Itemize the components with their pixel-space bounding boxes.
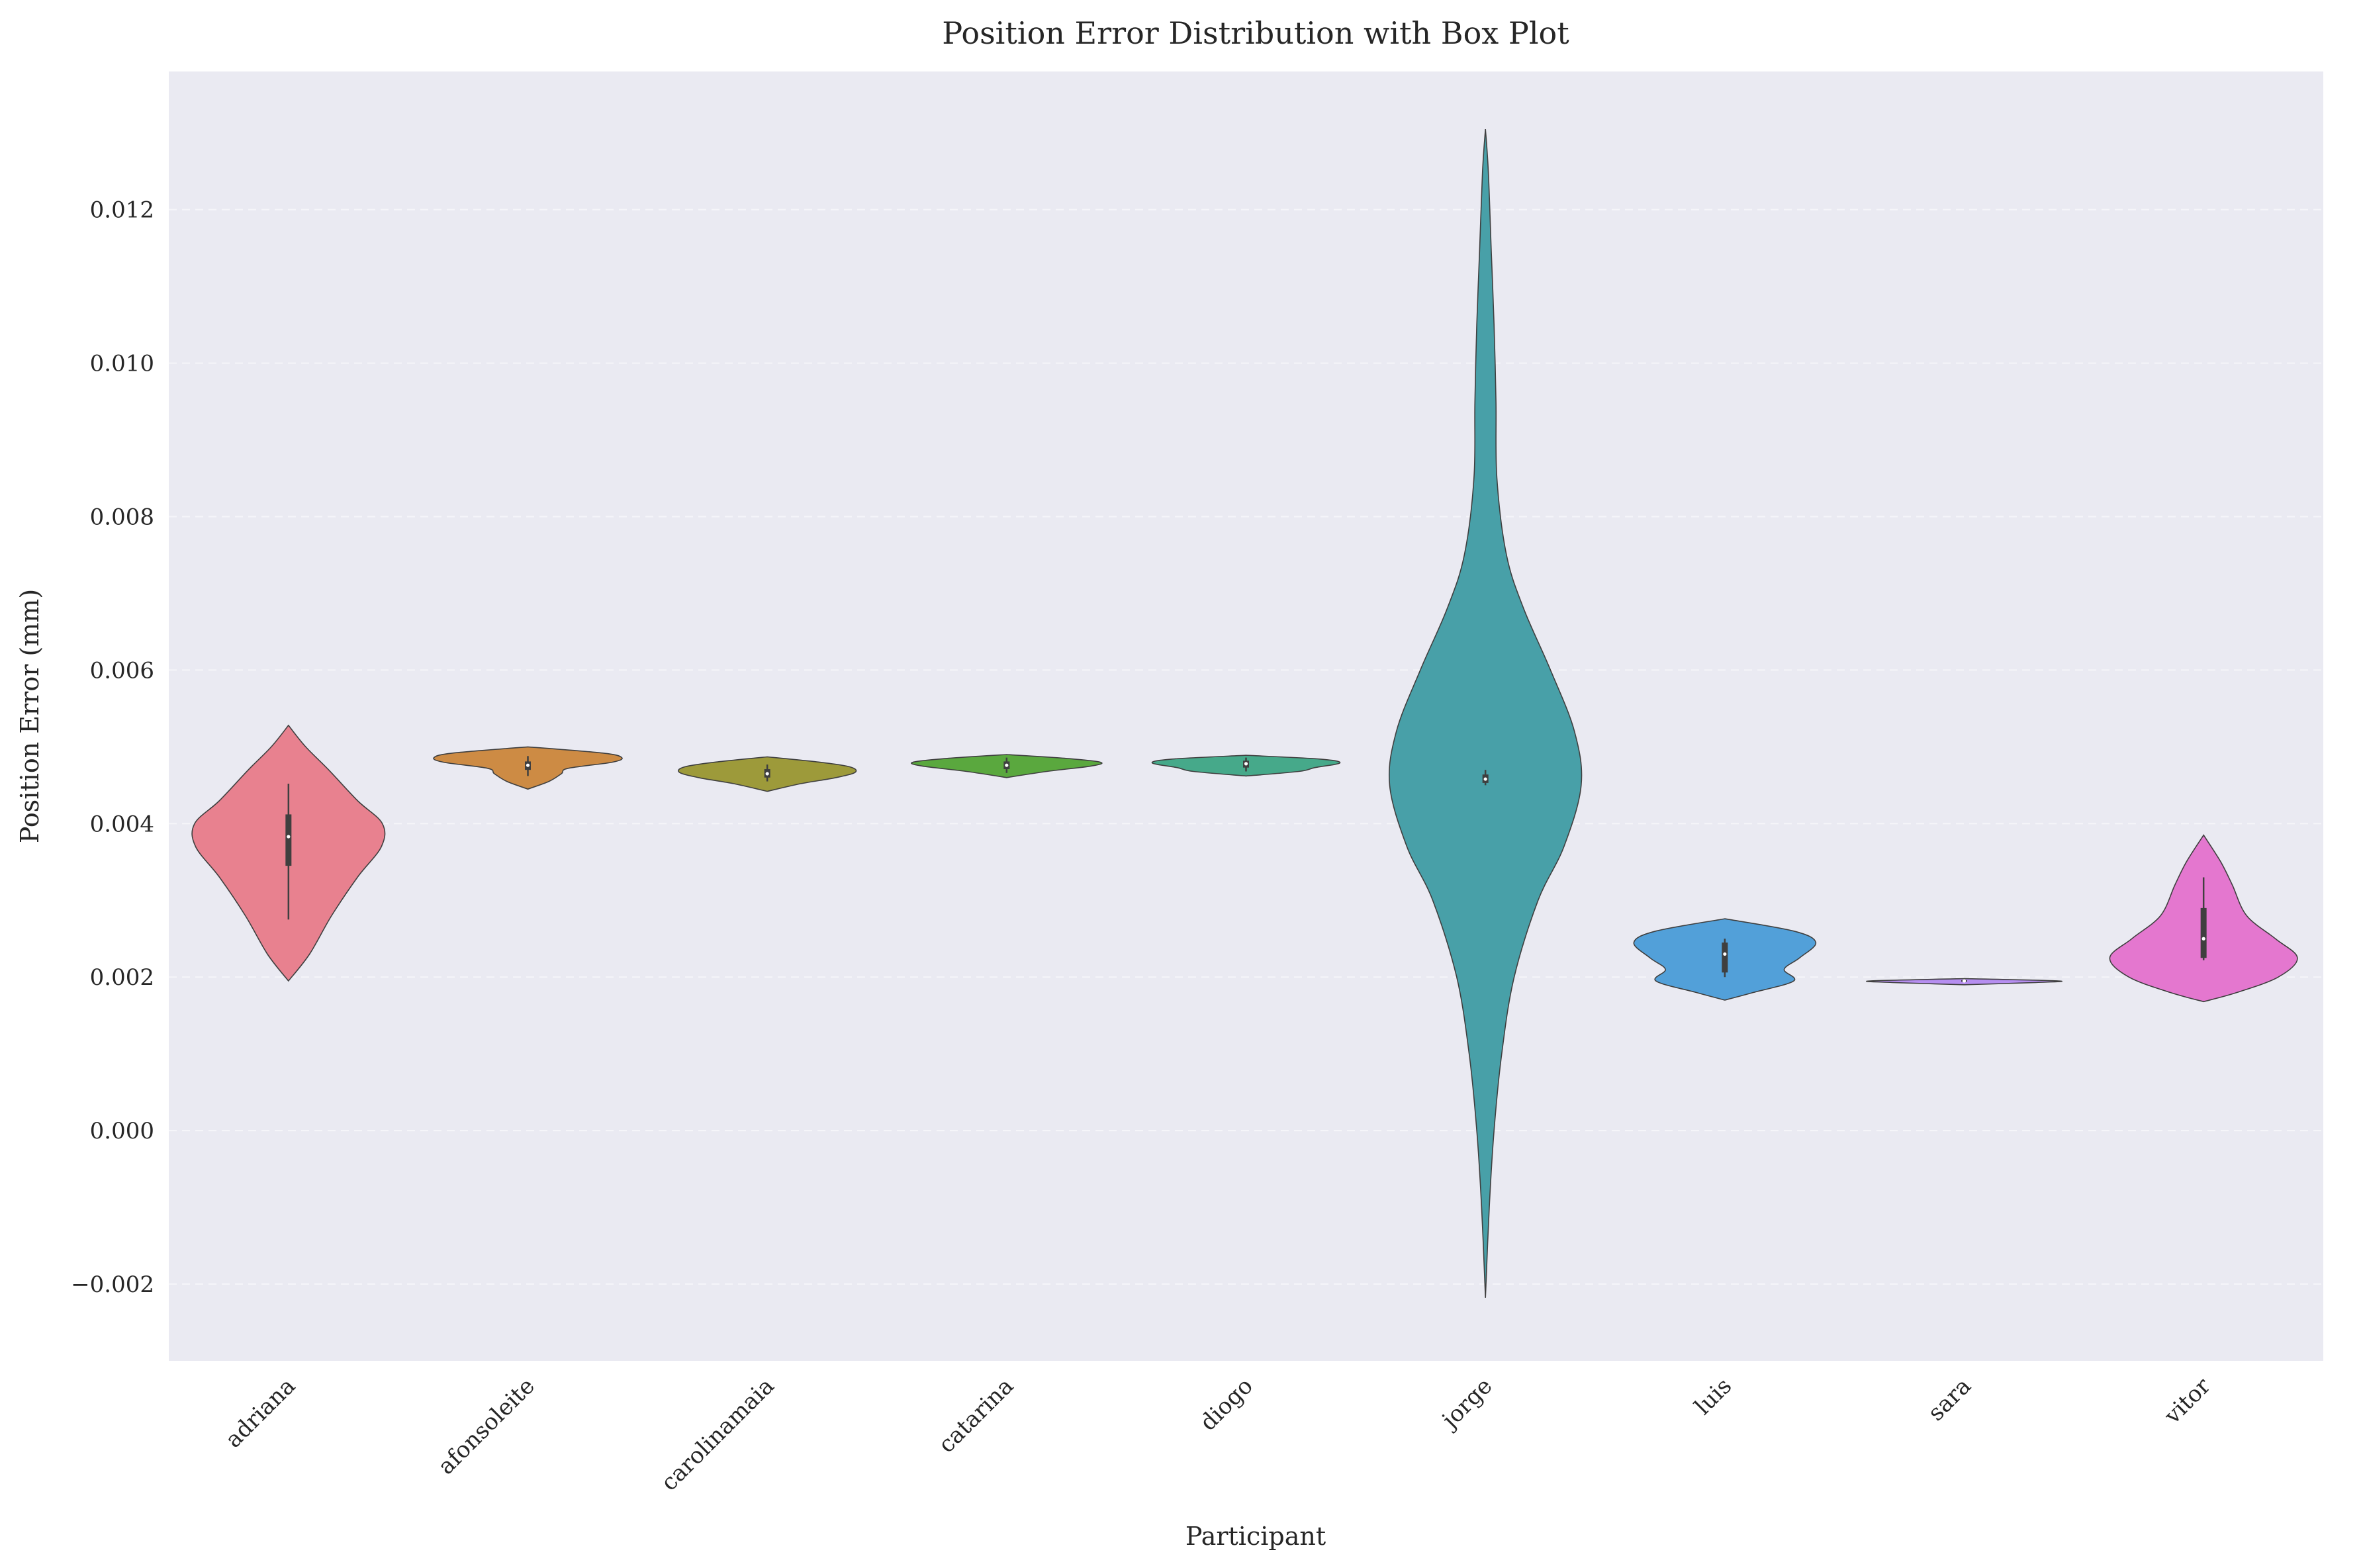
plot-area [169, 71, 2323, 1361]
box-median [765, 772, 769, 776]
x-tick-label: jorge [1435, 1373, 1497, 1435]
box-median [1005, 763, 1009, 767]
x-axis-ticks: adriana afonsoleite carolinamaia catarina di… [220, 1373, 2216, 1497]
y-axis-ticks: −0.002 0.000 0.002 0.004 0.006 0.008 0.010 0.01… [71, 197, 154, 1298]
y-tick-label: 0.008 [90, 504, 154, 531]
violin-afonsoleite [433, 746, 623, 790]
box-median [1723, 952, 1727, 956]
violin-vitor [2109, 834, 2298, 1003]
violin-carolinamaia [677, 756, 857, 792]
y-tick-label: 0.010 [90, 351, 154, 377]
x-tick-label: carolinamaia [656, 1373, 779, 1496]
x-tick-label: sara [1923, 1373, 1976, 1426]
box-median [2201, 937, 2205, 941]
box-median [1962, 979, 1967, 983]
x-tick-label: catarina [933, 1373, 1019, 1458]
box-median [1483, 777, 1487, 781]
box-iqr [2200, 907, 2207, 958]
violin-jorge [1388, 128, 1583, 1298]
box-median [1244, 762, 1248, 766]
violin-sara [1866, 978, 2062, 986]
y-tick-label: −0.002 [71, 1271, 154, 1298]
y-axis-label: Position Error (mm) [15, 589, 44, 843]
y-tick-label: 0.002 [90, 964, 154, 991]
x-tick-label: diogo [1195, 1373, 1258, 1436]
violin-adriana [191, 724, 386, 982]
chart-title: Position Error Distribution with Box Plo… [942, 15, 1569, 51]
y-tick-label: 0.006 [90, 657, 154, 684]
y-tick-label: 0.004 [90, 811, 154, 837]
box-median [526, 763, 530, 767]
box-iqr [285, 814, 292, 866]
violin-catarina [910, 754, 1103, 778]
x-tick-label: afonsoleite [433, 1373, 540, 1480]
x-tick-label: luis [1690, 1373, 1737, 1420]
y-tick-label: 0.012 [90, 197, 154, 224]
x-axis-label: Participant [1185, 1522, 1326, 1551]
x-tick-label: adriana [220, 1373, 301, 1453]
box-median [287, 835, 291, 839]
violin-diogo [1151, 755, 1341, 777]
x-tick-label: vitor [2159, 1373, 2216, 1430]
violin-body [1388, 128, 1583, 1298]
violins [191, 128, 2298, 1298]
grid-lines [169, 208, 2323, 1285]
violin-luis [1633, 918, 1817, 1001]
y-tick-label: 0.000 [90, 1118, 154, 1144]
box-iqr [1722, 943, 1728, 973]
